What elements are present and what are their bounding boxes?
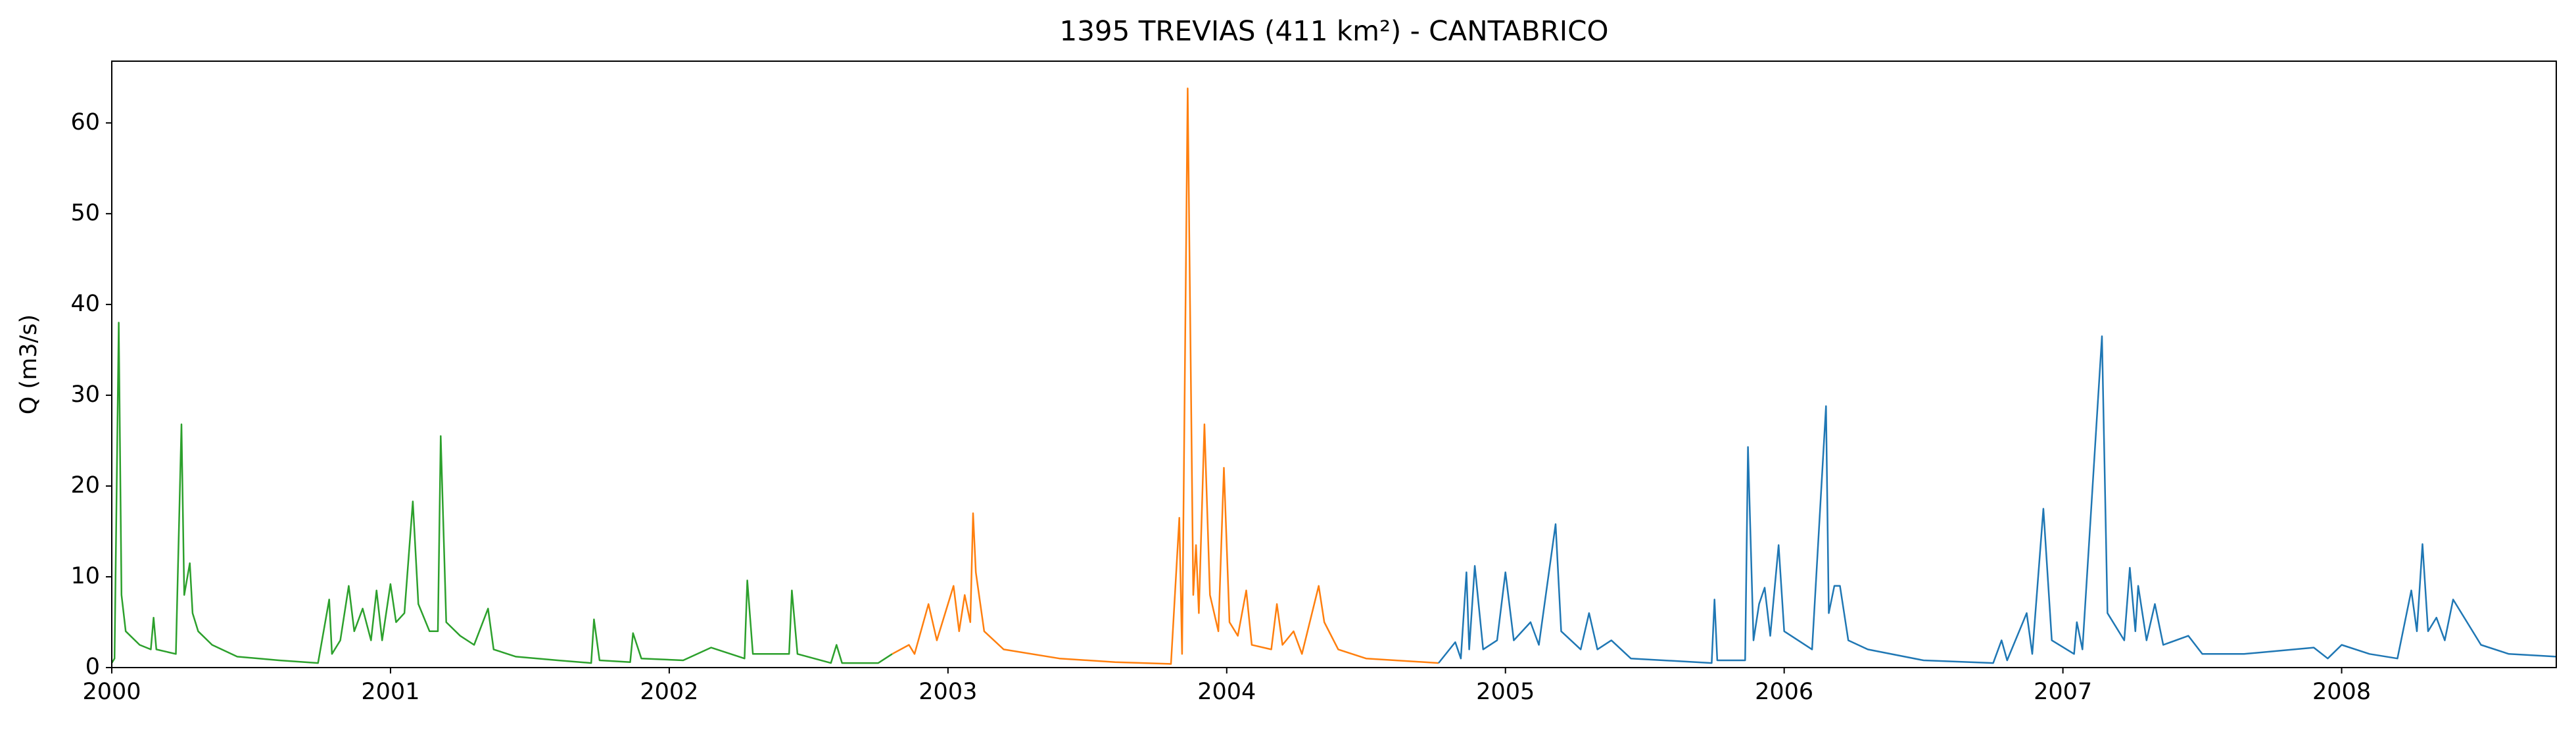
y-tick-label: 50	[70, 200, 100, 226]
x-tick-label: 2008	[2312, 679, 2371, 705]
series-line	[110, 322, 893, 664]
y-tick-label: 0	[85, 654, 100, 680]
x-tick-label: 2003	[918, 679, 977, 705]
x-tick-label: 2005	[1476, 679, 1535, 705]
x-tick-label: 2001	[361, 679, 419, 705]
x-tick-label: 2004	[1197, 679, 1256, 705]
series-line	[892, 87, 1439, 665]
y-axis-label: Q (m3/s)	[16, 314, 42, 414]
x-tick-label: 2002	[640, 679, 698, 705]
x-tick-label: 2000	[82, 679, 141, 705]
y-tick-label: 20	[70, 472, 100, 499]
series-line	[1438, 335, 2557, 664]
x-tick-label: 2007	[2034, 679, 2092, 705]
y-tick-label: 30	[70, 381, 100, 408]
plot-frame	[111, 61, 2557, 668]
y-tick-label: 60	[70, 109, 100, 135]
y-tick-label: 40	[70, 291, 100, 317]
y-tick-label: 10	[70, 563, 100, 589]
x-tick-label: 2006	[1755, 679, 1813, 705]
chart-title: 1395 TREVIAS (411 km²) - CANTABRICO	[1059, 15, 1608, 47]
